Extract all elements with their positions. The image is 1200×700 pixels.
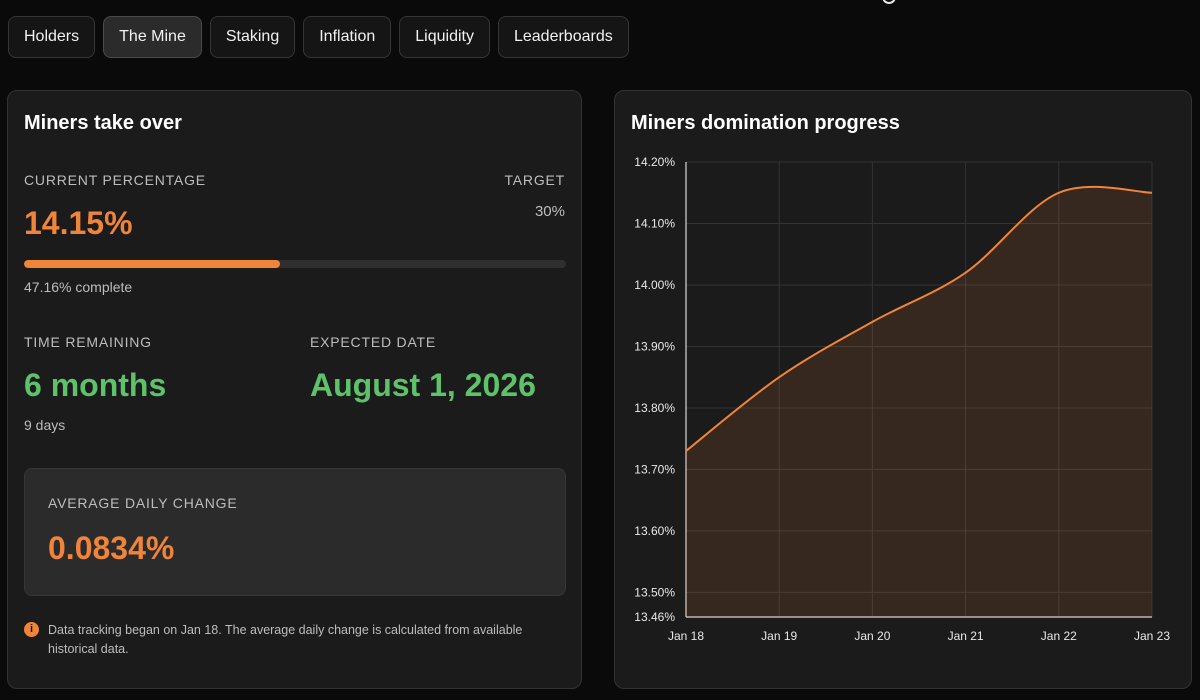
x-tick-label: Jan 20 [854,629,890,643]
tab-liquidity[interactable]: Liquidity [399,16,490,58]
progress-text: 47.16% complete [24,279,133,295]
y-tick-label: 14.00% [634,278,675,292]
partial-logo-icon [882,0,896,4]
x-tick-label: Jan 21 [948,629,984,643]
time-remaining-value: 6 months [24,367,167,403]
y-tick-label: 14.10% [634,216,675,230]
progress-bar [24,260,566,268]
y-tick-label: 14.20% [634,155,675,169]
domination-progress-card: Miners domination progress 14.20% 14.10% 1… [614,90,1192,689]
expected-date-value: August 1, 2026 [310,367,536,403]
series-line [685,185,1153,452]
series-area [686,186,1152,617]
y-tick-label: 13.46% [634,610,675,624]
average-daily-change-label: AVERAGE DAILY CHANGE [48,495,238,511]
tab-inflation[interactable]: Inflation [303,16,392,58]
info-icon: i [24,622,39,637]
y-tick-label: 13.80% [634,401,675,415]
current-percentage-label: CURRENT PERCENTAGE [24,172,206,188]
x-tick-label: Jan 19 [761,629,797,643]
card-title: Miners take over [24,112,182,134]
domination-progress-chart: 14.20% 14.10% 14.00% 13.90% 13.80% 13.70% 13.6… [634,155,1170,643]
expected-date-label: EXPECTED DATE [310,334,437,350]
time-remaining-label: TIME REMAINING [24,334,152,350]
y-tick-label: 13.70% [634,462,675,476]
tab-holders[interactable]: Holders [8,16,96,58]
miners-takeover-card: Miners take over CURRENT PERCENTAGE 14.1… [7,90,582,689]
y-tick-label: 13.90% [634,339,675,353]
tab-staking[interactable]: Staking [209,16,296,58]
y-tick-label: 13.60% [634,524,675,538]
x-tick-label: Jan 23 [1134,629,1170,643]
target-value: 30% [534,203,565,220]
tab-leaderboards[interactable]: Leaderboards [497,16,629,58]
data-tracking-note: Data tracking began on Jan 18. The avera… [48,623,523,656]
tab-the-mine[interactable]: The Mine [103,16,202,58]
x-tick-label: Jan 22 [1041,629,1077,643]
y-tick-label: 13.50% [634,585,675,599]
progress-bar-fill [24,260,280,268]
chart-title: Miners domination progress [631,112,900,134]
time-remaining-days: 9 days [24,417,66,433]
average-daily-change-box: AVERAGE DAILY CHANGE 0.0834% [24,468,566,596]
x-tick-label: Jan 18 [668,629,704,643]
target-label: TARGET [504,172,565,188]
average-daily-change-value: 0.0834% [48,530,175,566]
current-percentage-value: 14.15% [24,205,133,241]
tab-bar: Holders The Mine Staking Inflation Liqui… [8,16,629,58]
